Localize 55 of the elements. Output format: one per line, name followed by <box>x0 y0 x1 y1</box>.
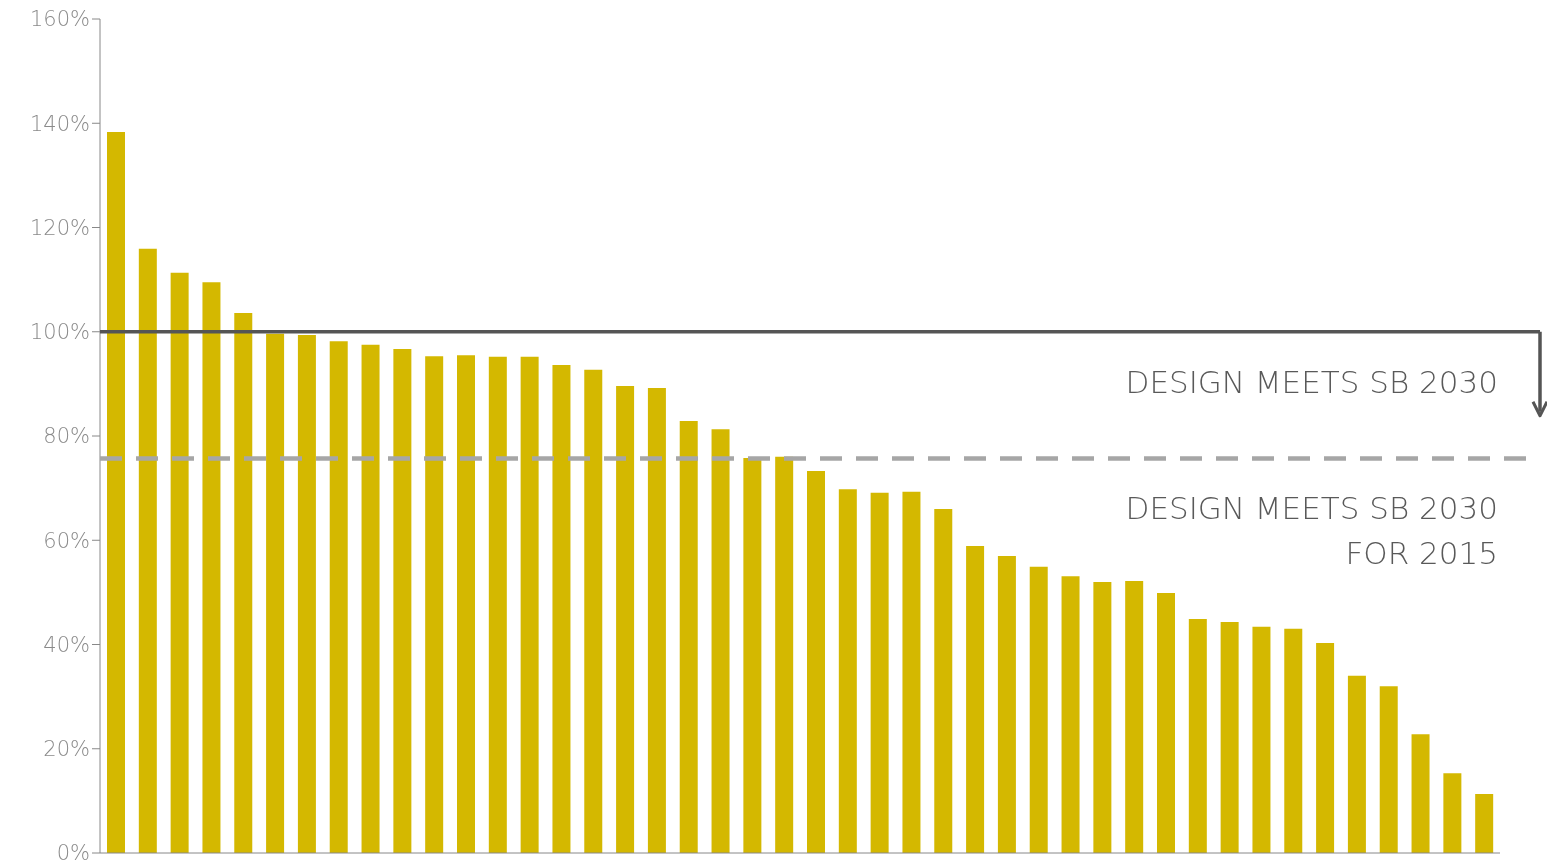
bar <box>329 341 348 853</box>
bar <box>1475 794 1494 853</box>
bar <box>647 388 666 853</box>
bar <box>1125 580 1144 853</box>
bar <box>1029 566 1048 853</box>
bar <box>902 491 921 853</box>
y-tick-label: 40% <box>43 632 90 657</box>
bar <box>1284 628 1303 853</box>
bar <box>1157 592 1175 853</box>
bar <box>1411 734 1430 853</box>
bar <box>711 429 730 853</box>
bar <box>584 369 603 853</box>
bar <box>775 456 794 853</box>
y-tick-label: 0% <box>56 841 90 866</box>
y-tick-label: 60% <box>43 528 90 553</box>
bar <box>997 555 1016 853</box>
ref-line-label: DESIGN MEETS SB 2030 <box>1125 363 1498 400</box>
bar <box>552 365 571 853</box>
bar <box>488 356 507 853</box>
bar <box>1220 622 1239 853</box>
y-tick-label: 80% <box>43 424 90 449</box>
bar <box>934 508 953 853</box>
bar <box>297 334 316 853</box>
y-tick-label: 120% <box>29 215 90 240</box>
bar <box>520 356 539 853</box>
bar <box>807 470 825 853</box>
y-tick-label: 20% <box>43 737 90 762</box>
bar <box>616 385 635 853</box>
bar <box>457 355 475 853</box>
bar <box>361 344 380 853</box>
y-tick-label: 100% <box>29 320 90 345</box>
y-tick-label: 160% <box>29 7 90 32</box>
bar <box>1252 626 1271 853</box>
bar <box>393 348 412 853</box>
bar <box>138 248 157 853</box>
bar <box>202 282 221 853</box>
ref-line-label: DESIGN MEETS SB 2030 FOR 2015 <box>1125 490 1498 572</box>
bar <box>870 492 889 853</box>
bar <box>1443 773 1462 853</box>
bar <box>107 132 125 853</box>
bar <box>838 489 857 853</box>
bar <box>679 420 698 853</box>
bar <box>234 312 253 853</box>
bar <box>1379 686 1398 853</box>
bar <box>1316 642 1335 853</box>
bar <box>966 545 985 853</box>
bar <box>743 457 762 853</box>
bar <box>1093 581 1112 853</box>
bar <box>266 333 285 853</box>
y-tick-label: 140% <box>29 111 90 136</box>
bar <box>1347 675 1366 853</box>
bar <box>170 272 189 853</box>
bar <box>1061 576 1080 853</box>
bar <box>1188 618 1207 853</box>
bar <box>425 356 444 853</box>
